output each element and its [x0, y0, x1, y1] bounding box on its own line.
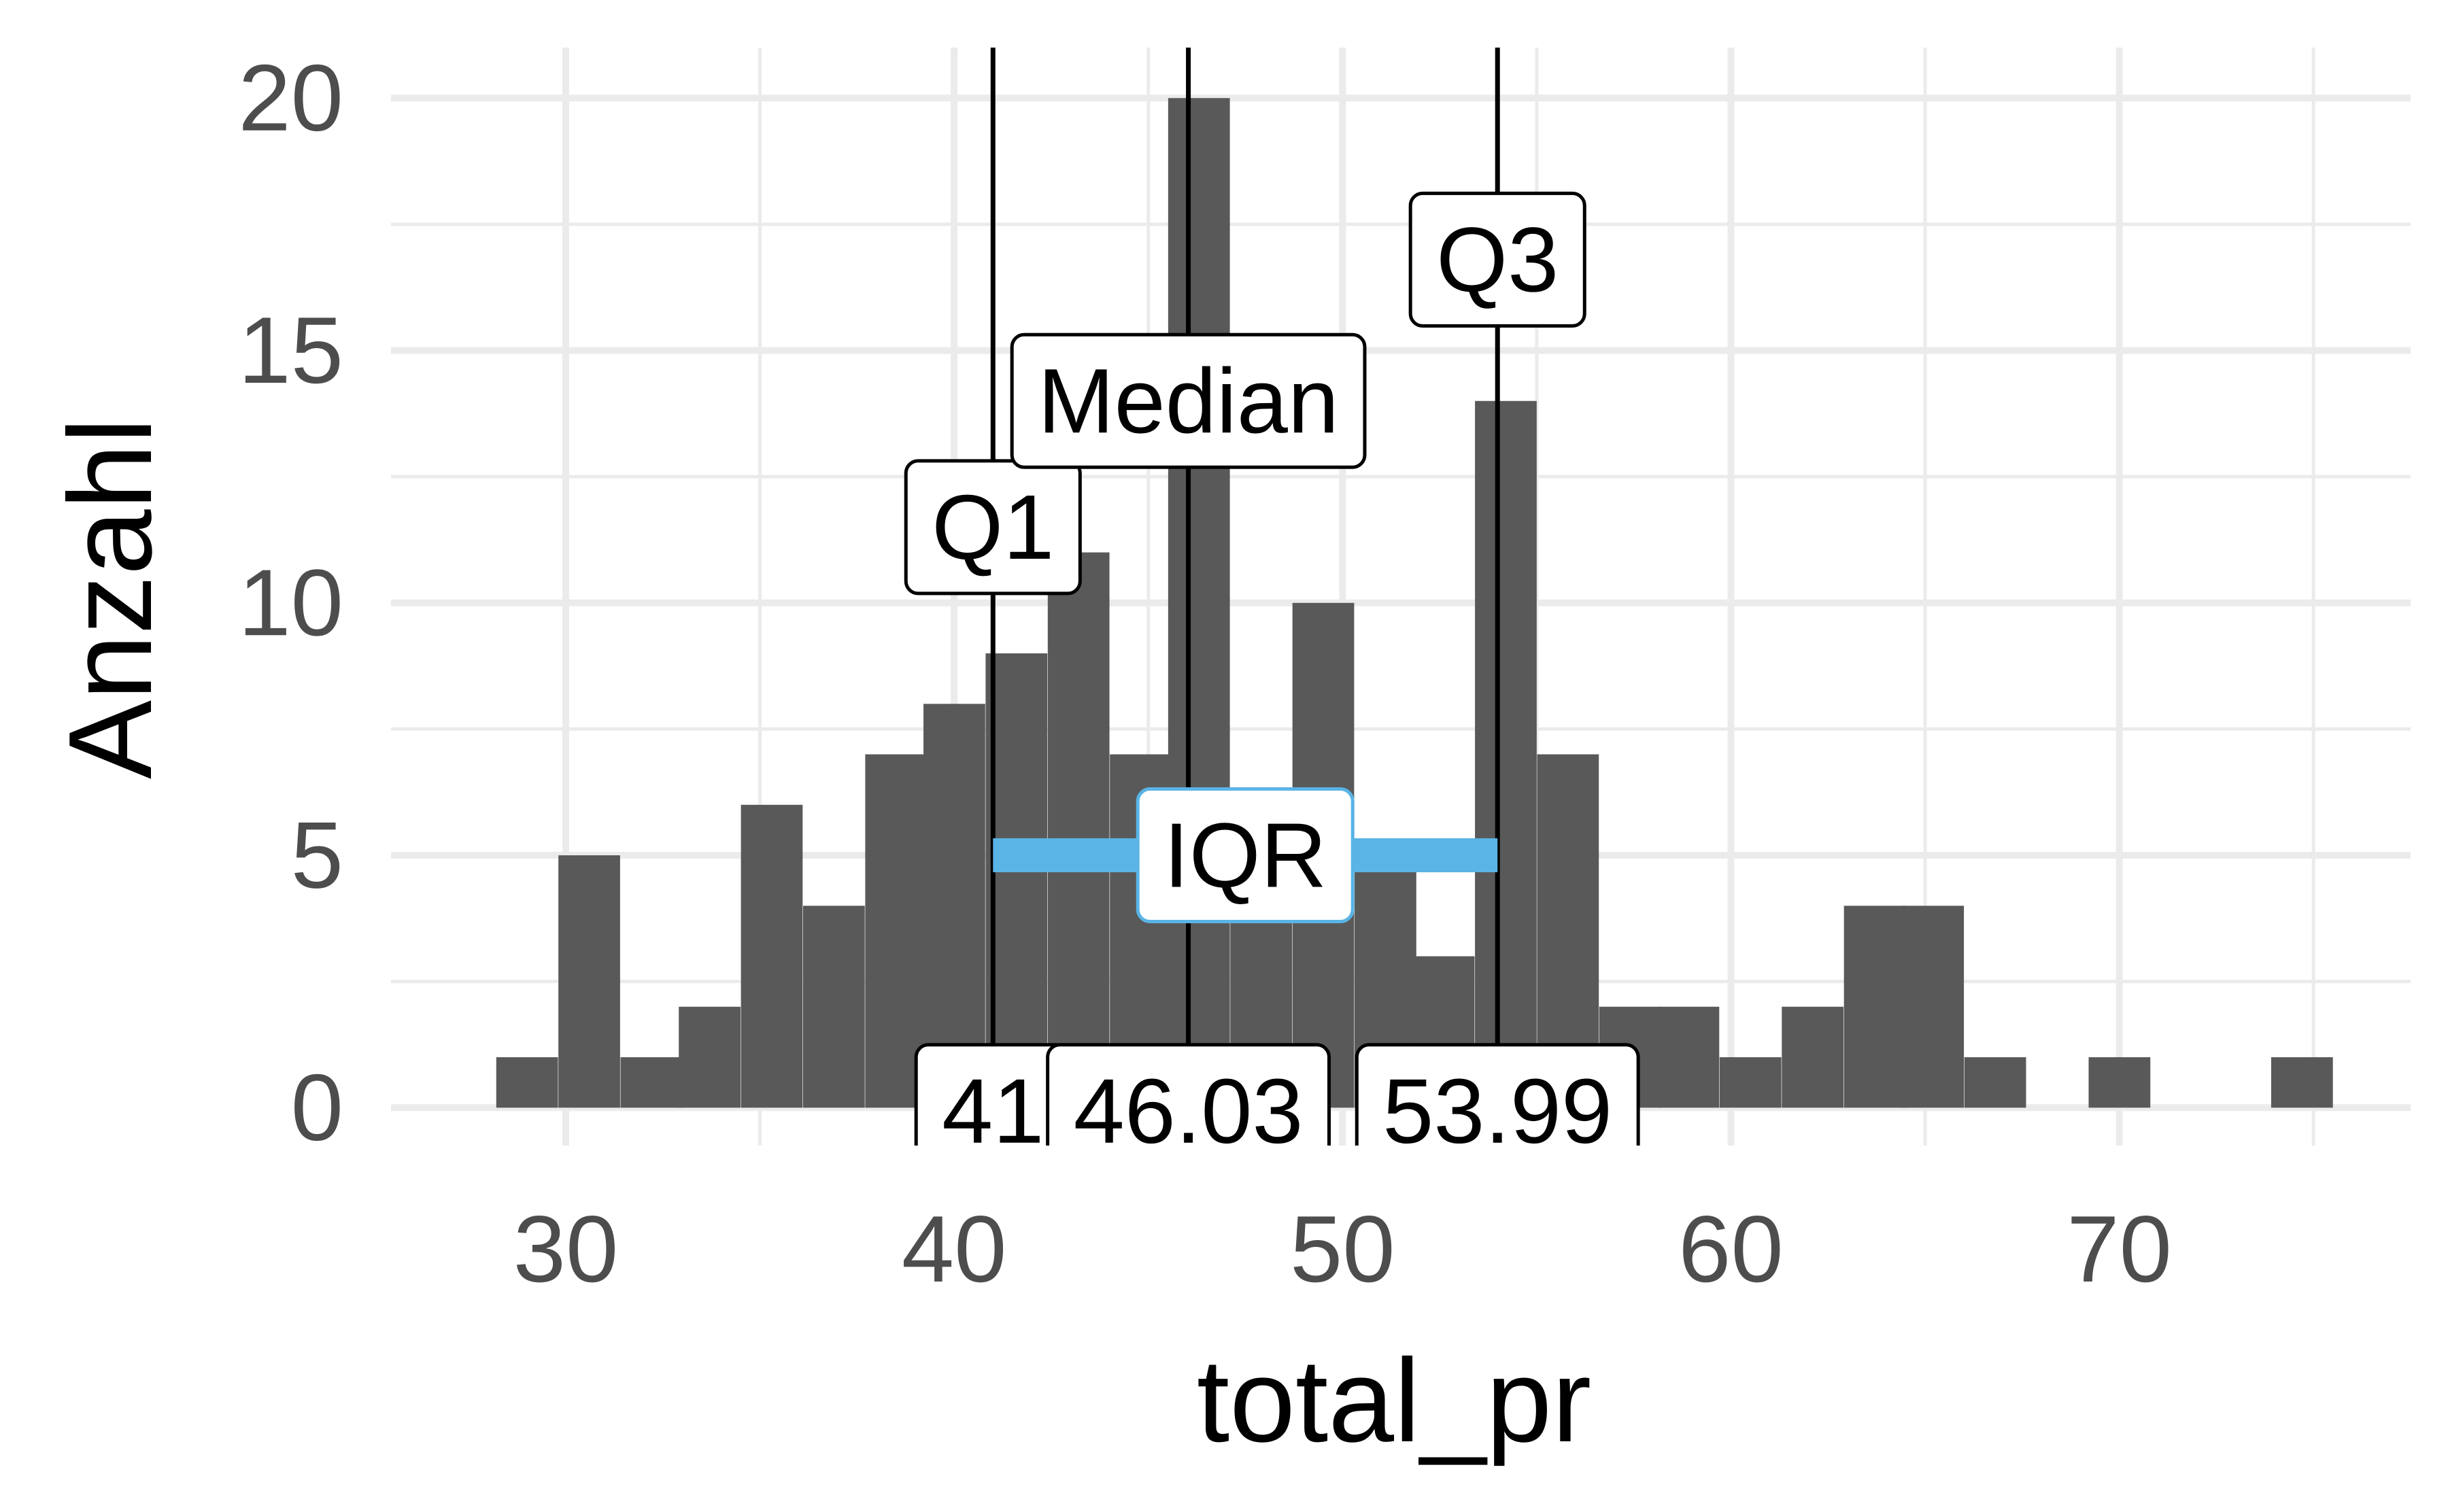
y-axis-ticks: 0 5 10 15 20: [238, 46, 343, 1161]
histogram-bar: [679, 1006, 741, 1108]
x-tick-label: 60: [1678, 1197, 1784, 1302]
x-axis-ticks: 30 40 50 60 70: [513, 1197, 2172, 1302]
histogram-bar: [1964, 1057, 2026, 1108]
q1-value-label-text: 41: [942, 1060, 1044, 1163]
y-tick-label: 15: [238, 298, 343, 403]
x-tick-label: 30: [513, 1197, 619, 1302]
y-tick-label: 0: [291, 1055, 343, 1161]
histogram-bar: [2271, 1057, 2333, 1108]
histogram-bar: [802, 906, 865, 1108]
histogram-bar: [2088, 1057, 2151, 1108]
x-tick-label: 40: [902, 1197, 1007, 1302]
q3-label-box: [1408, 191, 1586, 328]
histogram-bar: [1782, 1006, 1844, 1108]
x-tick-label: 70: [2067, 1197, 2172, 1302]
y-tick-label: 5: [291, 803, 343, 908]
q1-value-label: 41: [914, 1043, 1072, 1163]
q3-label-text: Q3: [1436, 208, 1559, 311]
histogram-bar: [1047, 552, 1110, 1108]
histogram-bar: [1902, 906, 1965, 1108]
q3-label: Q3: [1408, 191, 1586, 328]
median-label-box: [1010, 332, 1367, 469]
quartile-name-labels: Q1 Median Q3: [904, 191, 1586, 596]
iqr-indicator: IQR: [993, 787, 1498, 924]
median-label-text: Median: [1038, 349, 1339, 452]
y-tick-label: 20: [238, 46, 343, 151]
histogram-bar: [1719, 1057, 1782, 1108]
histogram-bar: [558, 855, 620, 1108]
iqr-label: IQR: [1136, 787, 1355, 924]
q3-value-label: 53.99: [1355, 1043, 1640, 1163]
histogram-bar: [741, 804, 803, 1108]
x-axis-title: total_pr: [1197, 1334, 1591, 1466]
median-value-label-box: [1046, 1043, 1331, 1146]
quartile-value-labels: 41 46.03 53.99: [914, 1043, 1640, 1163]
histogram-bar: [1475, 400, 1537, 1108]
x-tick-label: 50: [1290, 1197, 1395, 1302]
histogram-bar: [1843, 906, 1906, 1108]
median-value-label-text: 46.03: [1074, 1060, 1304, 1163]
q3-value-label-box: [1355, 1043, 1640, 1146]
iqr-label-text: IQR: [1163, 804, 1327, 907]
y-axis-title: Anzahl: [44, 417, 176, 779]
histogram-bar: [620, 1057, 683, 1108]
median-label: Median: [1010, 332, 1367, 469]
q1-label-text: Q1: [932, 476, 1054, 579]
grid-lines: [391, 48, 2411, 1146]
histogram-bar: [1657, 1006, 1720, 1108]
histogram-bar: [985, 653, 1048, 1108]
q1-label: Q1: [904, 459, 1082, 596]
histogram-bar: [865, 754, 928, 1108]
histogram-bar: [1168, 98, 1230, 1108]
q3-value-label-text: 53.99: [1382, 1060, 1612, 1163]
histogram-bar: [923, 704, 985, 1108]
q1-label-box: [904, 459, 1082, 596]
histogram-bar: [496, 1057, 558, 1108]
y-tick-label: 10: [238, 550, 343, 655]
median-value-label: 46.03: [1046, 1043, 1331, 1163]
iqr-label-box: [1136, 787, 1355, 924]
